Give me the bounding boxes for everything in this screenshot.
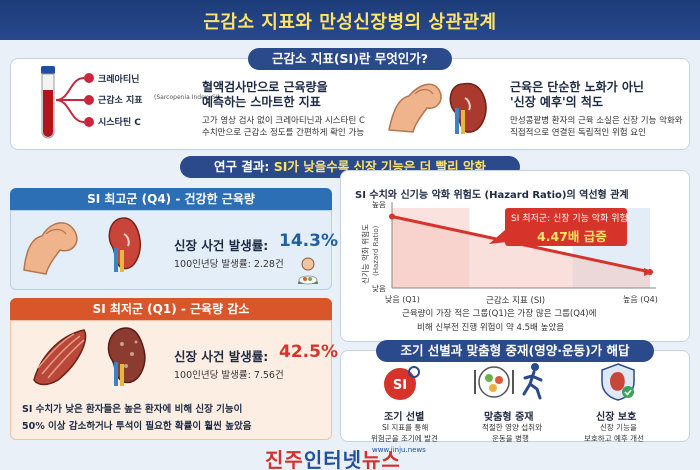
- solution-1-desc2: 위험군을 조기에 발견: [371, 434, 438, 443]
- chart-point: [647, 269, 653, 275]
- solution-3-title: 신장 보호: [596, 412, 637, 423]
- chart-y-low: 낮음: [372, 284, 386, 293]
- damaged-kidney-icon: [100, 324, 152, 390]
- news-watermark: 진주인터넷뉴스: [265, 444, 401, 470]
- solution-1-desc1: SI 지표를 통해: [382, 423, 429, 432]
- q1-card: [10, 320, 332, 440]
- healthy-kidney-icon: [102, 214, 146, 274]
- marker-cystatin: 시스타틴 C: [98, 118, 141, 128]
- flexed-arm-icon: [20, 214, 90, 280]
- hazard-chart: [389, 202, 656, 289]
- chart-x-mid: 근감소 지표 (SI): [486, 296, 546, 306]
- plate-icon: [472, 364, 516, 400]
- left-title-line1: 혈액검사만으로 근육량을: [202, 80, 328, 94]
- solution-2-desc2: 운동을 병행: [492, 434, 529, 443]
- marker-creatinine: 크레아티닌: [98, 75, 140, 85]
- q1-header: SI 최저군 (Q1) - 근육량 감소: [10, 298, 332, 320]
- si-definition-panel: [10, 58, 690, 150]
- right-title-line1: 근육은 단순한 노화가 아닌: [510, 80, 644, 94]
- kidney-shield-icon: [598, 362, 638, 402]
- blood-tube-icon: [40, 66, 56, 142]
- q1-note-line2: 50% 이상 감소하거나 투석이 필요한 확률이 훨씬 높았음: [22, 421, 252, 432]
- solution-2-title: 맞춤형 중재: [484, 412, 534, 423]
- page-title: 근감소 지표와 만성신장병의 상관관계: [203, 12, 497, 33]
- chart-point: [389, 213, 395, 220]
- cystatin-dot-icon: [84, 117, 94, 127]
- si-screening-icon: SI: [382, 364, 422, 402]
- chart-y-high: 높음: [372, 200, 386, 209]
- right-desc-line2: 직접적으로 연결된 독립적인 위험 요인: [510, 128, 646, 138]
- title-banner: 근감소 지표와 만성신장병의 상관관계: [0, 0, 700, 40]
- muscle-fiber-icon: [28, 324, 94, 390]
- watermark-part2: 인터넷: [303, 448, 363, 470]
- chart-area-fill: [392, 216, 650, 288]
- solution-3-desc2: 보호하고 예후 개선: [584, 434, 644, 443]
- marker-si-sub: (Sarcopenia Index, SI): [154, 94, 220, 101]
- chart-caption-line2: 비해 신부전 진행 위험이 약 4.5배 높았음: [417, 323, 565, 333]
- solution-3-desc1: 신장 기능을: [600, 423, 637, 432]
- chart-title: SI 수치와 신기능 악화 위험도 (Hazard Ratio)의 역선형 관계: [355, 190, 629, 201]
- callout-line2: 4.47배 급증: [537, 229, 607, 244]
- callout-pointer: [489, 230, 507, 244]
- creatinine-dot-icon: [84, 73, 94, 83]
- chart-caption-line1: 근육량이 가장 적은 그룹(Q1)은 가장 많은 그룹(Q4)에: [402, 309, 597, 319]
- arm-kidney-icon: [385, 70, 495, 140]
- q1-rate-value: 42.5%: [279, 342, 338, 362]
- chart-callout: [505, 208, 627, 246]
- solution-heading: 조기 선별과 맞춤형 중재(영양·운동)가 해답: [376, 340, 654, 362]
- solution-2-desc1: 적절한 영양 섭취와: [482, 423, 542, 432]
- marker-connectors: [56, 77, 85, 123]
- watermark-url: www.jinju.news: [372, 446, 426, 454]
- right-desc-line1: 만성콩팥병 환자의 근육 소실은 신장 기능 악화와: [510, 116, 683, 126]
- left-title-line2: 예측하는 스마트한 지표: [202, 95, 321, 109]
- watermark-part3: 뉴스: [362, 448, 401, 470]
- runner-icon: [520, 362, 546, 400]
- chart-x-high: 높음 (Q4): [623, 295, 658, 304]
- left-desc-line1: 고가 영상 검사 없이 크레아티닌과 시스타틴 C: [202, 116, 365, 126]
- callout-line1: SI 최저군: 신장 기능 악화 위험: [511, 214, 628, 224]
- results-prefix: 연구 결과:: [214, 159, 274, 174]
- q4-rate-label: 신장 사건 발생률:: [174, 238, 269, 253]
- healthy-meal-icon: [292, 256, 324, 286]
- q4-rate-value: 14.3%: [279, 231, 338, 251]
- si-definition-heading: 근감소 지표(SI)란 무엇인가?: [248, 48, 452, 70]
- solution-1-title: 조기 선별: [384, 412, 425, 423]
- q4-header: SI 최고군 (Q4) - 건강한 근육량: [10, 188, 332, 210]
- watermark-part1: 진주: [265, 448, 304, 470]
- q1-note-line1: SI 수치가 낮은 환자들은 높은 환자에 비해 신장 기능이: [22, 404, 243, 415]
- left-desc-line2: 수치만으로 근감소 정도를 간편하게 확인 가능: [202, 128, 365, 138]
- q4-per100: 100인년당 발생률: 2.28건: [174, 259, 284, 270]
- si-dot-icon: [84, 95, 94, 105]
- svg-text:SI: SI: [393, 378, 407, 393]
- right-title-line2: '신장 예후'의 척도: [510, 95, 603, 109]
- marker-si: 근감소 지표: [98, 96, 143, 106]
- q1-per100: 100인년당 발생률: 7.56건: [174, 370, 284, 381]
- chart-x-low: 낮음 (Q1): [385, 295, 420, 304]
- q1-rate-label: 신장 사건 발생률:: [174, 349, 269, 364]
